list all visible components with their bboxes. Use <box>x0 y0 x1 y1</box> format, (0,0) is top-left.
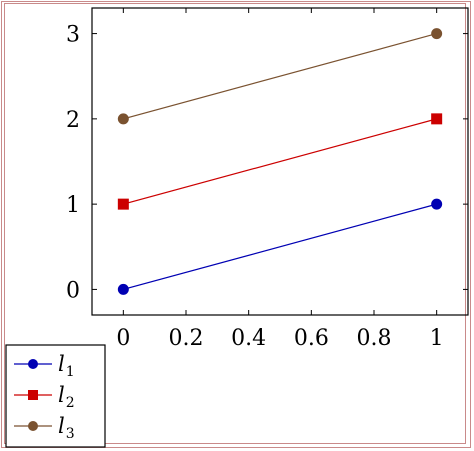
legend-box <box>5 344 106 448</box>
y-tick-label: 0 <box>66 278 80 303</box>
data-point-l3 <box>117 113 129 125</box>
y-tick-label: 2 <box>66 108 80 133</box>
legend-label-subscript: 3 <box>66 426 75 442</box>
legend-label-main: l <box>58 383 65 407</box>
x-tick-label: 1 <box>430 326 444 351</box>
series-line-l2 <box>123 118 437 205</box>
legend-label-subscript: 2 <box>66 395 75 411</box>
y-tick-label: 3 <box>66 23 80 48</box>
legend-marker <box>28 359 38 369</box>
legend-label: l1 <box>58 352 75 380</box>
series-l1 <box>117 198 443 295</box>
x-tick-label: 0.6 <box>294 326 329 351</box>
legend-label-main: l <box>58 352 65 376</box>
data-point-l2 <box>431 113 443 125</box>
axes: 0 0.2 0.4 0.6 0.8 1 0 1 2 3 <box>66 7 469 351</box>
inner-frame <box>4 3 466 444</box>
plot-area-border <box>91 7 469 316</box>
legend-label-subscript: 1 <box>66 364 75 380</box>
data-point-l1 <box>431 198 443 210</box>
series-l2 <box>117 113 443 210</box>
x-tick-label: 0.2 <box>169 326 204 351</box>
legend-marker <box>28 421 38 431</box>
series-line-l1 <box>123 203 437 290</box>
data-point-l1 <box>117 283 129 295</box>
legend-label: l3 <box>58 414 75 442</box>
legend-marker <box>28 390 38 400</box>
legend-label: l2 <box>58 383 75 411</box>
data-point-l2 <box>117 198 129 210</box>
x-tick-label: 0 <box>116 326 130 351</box>
data-point-l3 <box>431 28 443 40</box>
legend-entry-l3: l3 <box>14 414 75 442</box>
x-tick-label: 0.4 <box>231 326 266 351</box>
legend-label-main: l <box>58 414 65 438</box>
series-layer <box>117 28 443 295</box>
series-l3 <box>117 28 443 125</box>
series-line-l3 <box>123 33 437 120</box>
y-tick-label: 1 <box>66 193 80 218</box>
legend-entry-l2: l2 <box>14 383 75 411</box>
legend-entry-l1: l1 <box>14 352 75 380</box>
x-tick-label: 0.8 <box>357 326 392 351</box>
